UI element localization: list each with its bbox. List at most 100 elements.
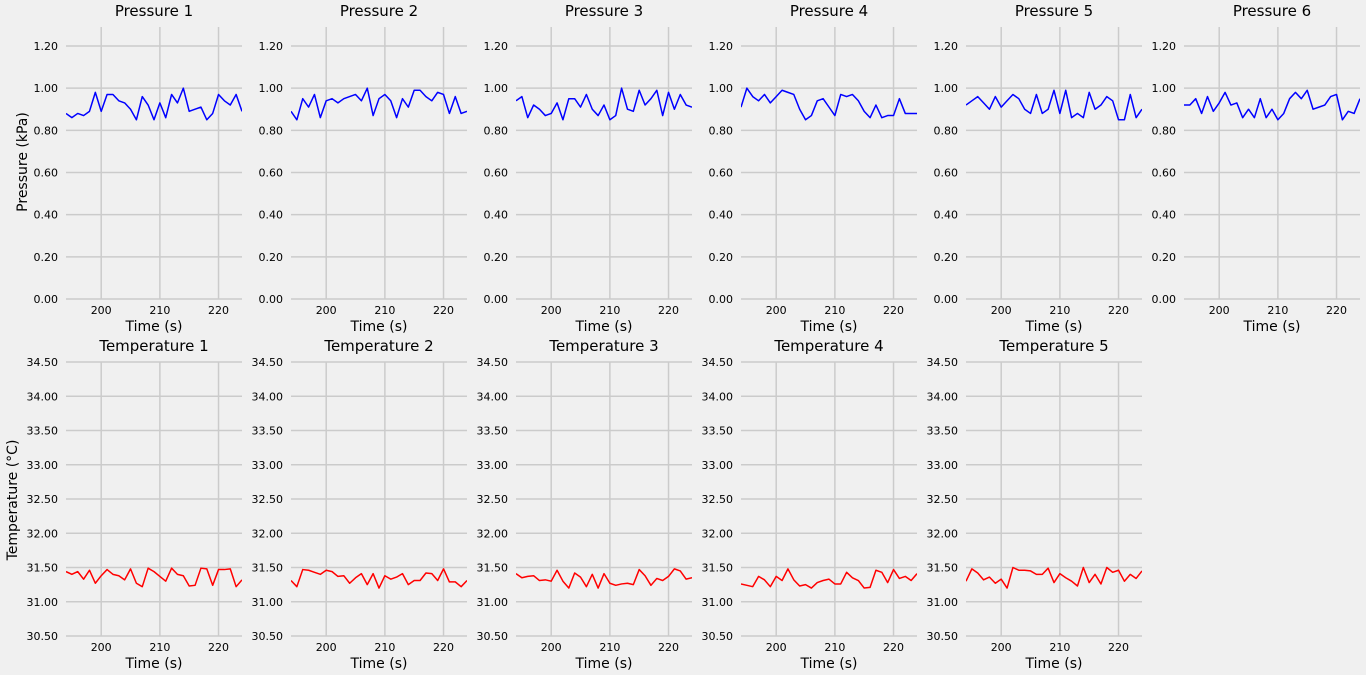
pressure-ylabel: Pressure (kPa) (15, 112, 31, 212)
subplot-title: Temperature 4 (773, 337, 883, 355)
x-tick-label: 210 (1049, 641, 1070, 654)
x-tick-label: 200 (766, 304, 787, 317)
y-tick-label: 31.00 (252, 596, 284, 609)
subplot-8: 30.50 31.00 31.50 32.00 32.50 33.00 33.50 34.00… (252, 337, 467, 672)
x-tick-label: 220 (433, 304, 454, 317)
x-tick-label: 210 (374, 641, 395, 654)
x-tick-label: 200 (91, 641, 112, 654)
y-tick-label: 0.60 (1152, 166, 1177, 179)
y-tick-label: 32.00 (477, 527, 509, 540)
y-tick-label: 30.50 (477, 630, 509, 643)
y-tick-label: 0.40 (34, 209, 59, 222)
subplot-title: Pressure 3 (565, 2, 643, 20)
subplot-9: 30.50 31.00 31.50 32.00 32.50 33.00 33.50 34.00… (477, 337, 692, 672)
y-tick-label: 0.80 (259, 124, 284, 137)
y-tick-label: 34.50 (252, 356, 284, 369)
x-tick-label: 200 (316, 304, 337, 317)
x-tick-label: 220 (1108, 304, 1129, 317)
y-tick-label: 1.20 (34, 40, 59, 53)
subplot-title: Pressure 4 (790, 2, 868, 20)
y-tick-label: 34.50 (927, 356, 959, 369)
y-tick-label: 0.00 (934, 293, 959, 306)
x-tick-label: 210 (599, 304, 620, 317)
y-tick-label: 1.20 (484, 40, 509, 53)
series-line-1 (516, 87, 692, 121)
y-tick-label: 0.00 (484, 293, 509, 306)
x-tick-label: 220 (883, 304, 904, 317)
series-line-1 (1184, 89, 1360, 121)
y-tick-label: 0.60 (34, 166, 59, 179)
y-tick-label: 0.20 (934, 251, 959, 264)
y-tick-label: 1.00 (709, 82, 734, 95)
y-tick-label: 31.00 (927, 596, 959, 609)
subplot-2: 0.00 0.20 0.40 0.60 0.80 1.00 1.20 200 210 220 Pre… (259, 2, 467, 335)
y-tick-label: 0.00 (34, 293, 59, 306)
series-line-1 (516, 568, 692, 589)
y-tick-label: 32.50 (27, 493, 59, 506)
subplot-title: Pressure 6 (1233, 2, 1311, 20)
y-tick-label: 33.50 (252, 425, 284, 438)
y-tick-label: 0.00 (1152, 293, 1177, 306)
y-tick-label: 1.20 (934, 40, 959, 53)
subplot-7: 30.50 31.00 31.50 32.00 32.50 33.00 33.50 34.00… (27, 337, 242, 672)
y-tick-label: 34.00 (702, 390, 734, 403)
y-tick-label: 1.00 (934, 82, 959, 95)
x-axis-label: Time (s) (800, 319, 858, 335)
subplot-11: 30.50 31.00 31.50 32.00 32.50 33.00 33.50 34.00… (927, 337, 1142, 672)
y-tick-label: 33.00 (477, 459, 509, 472)
y-tick-label: 34.00 (252, 390, 284, 403)
y-tick-label: 0.20 (1152, 251, 1177, 264)
y-tick-label: 31.00 (477, 596, 509, 609)
x-axis-label: Time (s) (350, 656, 408, 672)
temperature-ylabel: Temperature (°C) (5, 440, 21, 562)
y-tick-label: 0.20 (34, 251, 59, 264)
y-tick-label: 30.50 (927, 630, 959, 643)
y-tick-label: 1.20 (1152, 40, 1177, 53)
y-tick-label: 1.20 (709, 40, 734, 53)
series-line-1 (291, 87, 467, 121)
x-tick-label: 210 (149, 304, 170, 317)
x-axis-label: Time (s) (575, 319, 633, 335)
y-tick-label: 33.50 (477, 425, 509, 438)
y-tick-label: 0.40 (934, 209, 959, 222)
x-axis-label: Time (s) (1025, 319, 1083, 335)
subplots: 0.00 0.20 0.40 0.60 0.80 1.00 1.20 200 210 220 Pre… (27, 2, 1360, 672)
subplot-10: 30.50 31.00 31.50 32.00 32.50 33.00 33.50 34.00… (702, 337, 917, 672)
y-tick-label: 32.50 (927, 493, 959, 506)
x-tick-label: 220 (658, 641, 679, 654)
y-tick-label: 31.50 (927, 562, 959, 575)
subplot-4: 0.00 0.20 0.40 0.60 0.80 1.00 1.20 200 210 220 Pre… (709, 2, 917, 335)
y-tick-label: 0.40 (709, 209, 734, 222)
y-tick-label: 1.00 (34, 82, 59, 95)
y-tick-label: 34.50 (477, 356, 509, 369)
y-tick-label: 32.50 (252, 493, 284, 506)
x-tick-label: 210 (374, 304, 395, 317)
series-line-1 (741, 568, 917, 589)
y-tick-label: 33.50 (927, 425, 959, 438)
series-line-1 (291, 568, 467, 589)
y-tick-label: 1.00 (1152, 82, 1177, 95)
series-line-1 (66, 87, 242, 121)
y-tick-label: 34.50 (702, 356, 734, 369)
y-tick-label: 30.50 (702, 630, 734, 643)
y-tick-label: 0.80 (934, 124, 959, 137)
y-tick-label: 31.50 (252, 562, 284, 575)
y-tick-label: 33.00 (927, 459, 959, 472)
x-tick-label: 200 (1209, 304, 1230, 317)
x-axis-label: Time (s) (125, 656, 183, 672)
y-tick-label: 31.50 (27, 562, 59, 575)
y-tick-label: 32.50 (702, 493, 734, 506)
y-tick-label: 0.80 (34, 124, 59, 137)
subplot-5: 0.00 0.20 0.40 0.60 0.80 1.00 1.20 200 210 220 Pre… (934, 2, 1142, 335)
y-tick-label: 31.50 (702, 562, 734, 575)
y-tick-label: 33.00 (27, 459, 59, 472)
y-tick-label: 33.50 (27, 425, 59, 438)
y-tick-label: 1.20 (259, 40, 284, 53)
y-tick-label: 0.00 (259, 293, 284, 306)
y-tick-label: 0.80 (484, 124, 509, 137)
subplot-title: Temperature 1 (98, 337, 208, 355)
y-tick-label: 0.20 (259, 251, 284, 264)
subplot-1: 0.00 0.20 0.40 0.60 0.80 1.00 1.20 200 210 220 Pre… (34, 2, 242, 335)
y-tick-label: 32.00 (702, 527, 734, 540)
